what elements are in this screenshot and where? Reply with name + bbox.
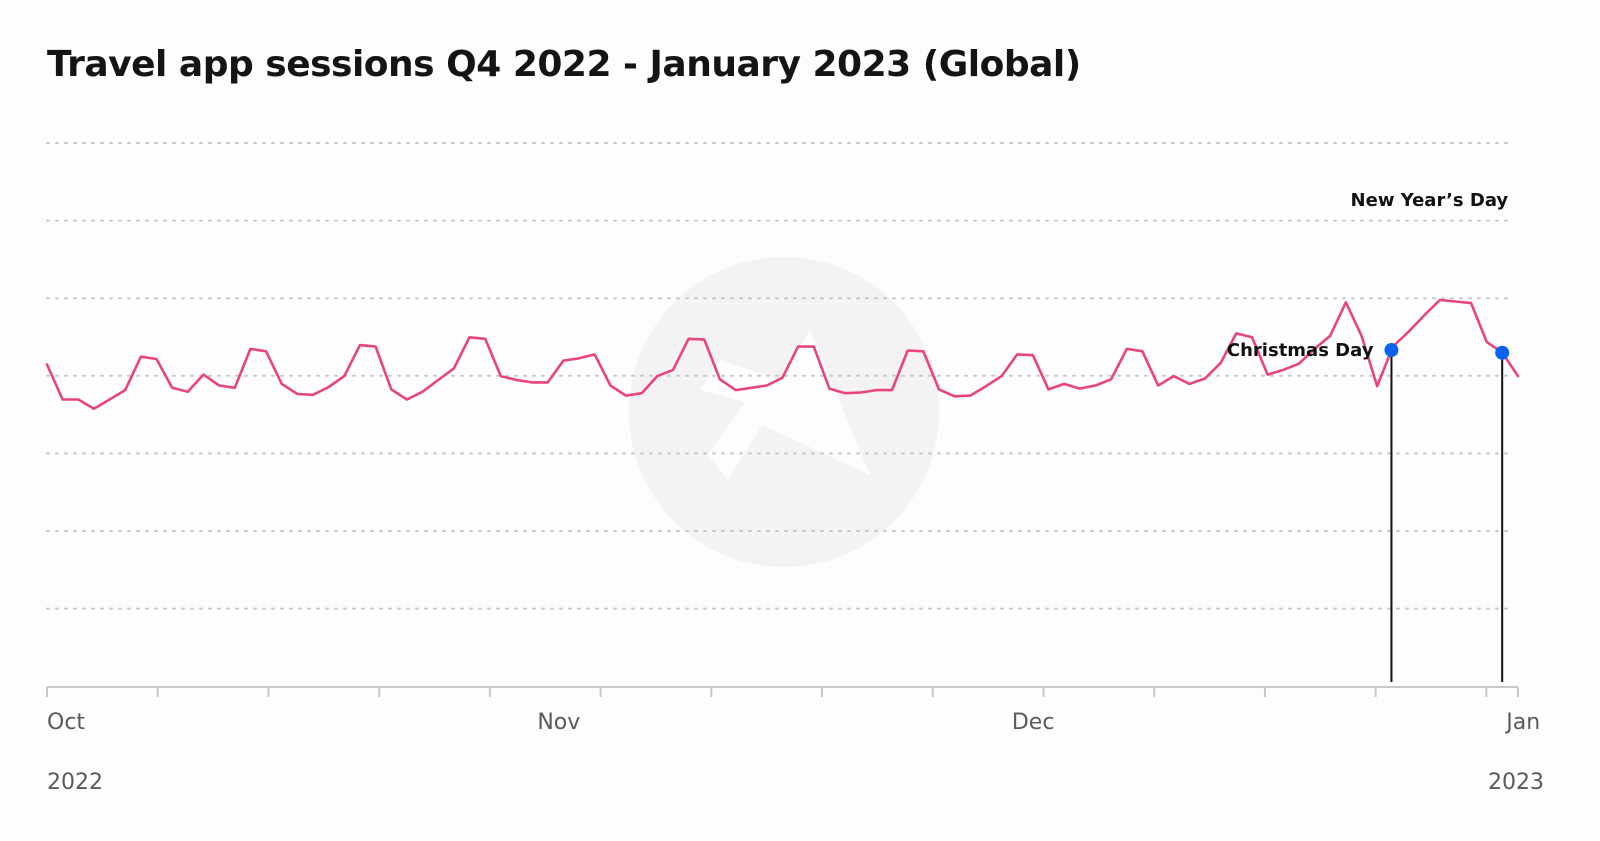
annotation-marker: [1384, 343, 1399, 358]
x-tick-label: Nov: [537, 710, 580, 735]
series-lines: [45, 298, 1520, 411]
series-line: [45, 298, 1520, 411]
annotation-markers: [1384, 343, 1510, 360]
year-label: 2023: [1488, 770, 1544, 795]
chart-title: Travel app sessions Q4 2022 - January 20…: [47, 44, 1081, 85]
axis-labels: Oct Nov Dec Jan 2022 2023 Christmas Day New Yea…: [47, 190, 1544, 795]
adjust-logo-icon: [629, 257, 939, 567]
annotation-label: New Year’s Day: [1351, 190, 1509, 211]
x-tick-label: Jan: [1504, 710, 1540, 735]
x-axis: [46, 686, 1519, 697]
annotation-label: Christmas Day: [1227, 340, 1374, 361]
annotation-lines: [1390, 350, 1504, 682]
x-tick-label: Oct: [47, 710, 85, 735]
gridlines: [46, 142, 1513, 610]
x-tick-label: Dec: [1012, 710, 1055, 735]
year-label: 2022: [47, 770, 103, 795]
annotation-marker: [1495, 345, 1510, 360]
